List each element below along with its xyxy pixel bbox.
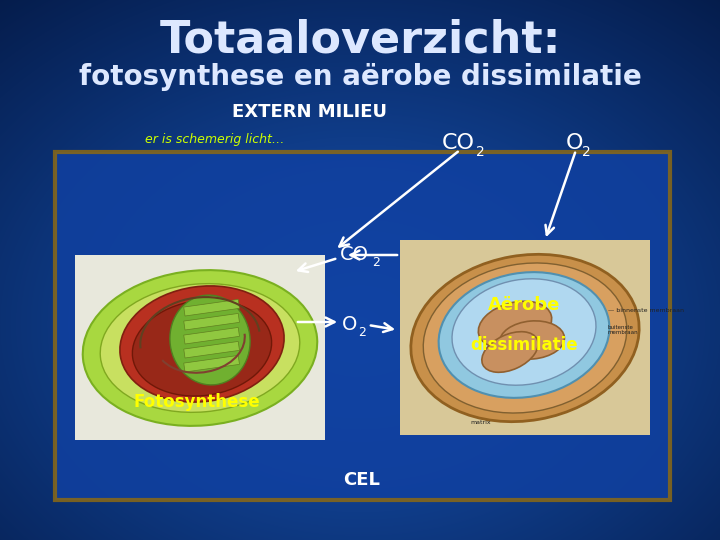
Text: — binnenste membraan: — binnenste membraan xyxy=(608,307,684,313)
Ellipse shape xyxy=(170,295,250,385)
Text: 2: 2 xyxy=(372,256,380,269)
Text: er is schemerig licht…: er is schemerig licht… xyxy=(145,133,284,146)
Text: buitenste
membraan: buitenste membraan xyxy=(608,325,639,335)
Ellipse shape xyxy=(83,270,318,426)
Text: CEL: CEL xyxy=(343,471,380,489)
Ellipse shape xyxy=(452,279,596,385)
Bar xyxy=(184,300,240,316)
Bar xyxy=(55,152,670,500)
Bar xyxy=(184,341,240,358)
Bar xyxy=(184,313,240,330)
Text: O: O xyxy=(342,315,357,334)
Text: 2: 2 xyxy=(358,327,366,340)
Text: fotosynthese en aërobe dissimilatie: fotosynthese en aërobe dissimilatie xyxy=(78,63,642,91)
Ellipse shape xyxy=(132,300,271,396)
Text: Totaaloverzicht:: Totaaloverzicht: xyxy=(159,18,561,62)
Text: O: O xyxy=(566,133,583,153)
Ellipse shape xyxy=(500,321,564,359)
Text: Fotosynthese: Fotosynthese xyxy=(134,393,261,411)
Bar xyxy=(184,327,240,344)
Bar xyxy=(184,355,240,372)
Ellipse shape xyxy=(100,284,300,413)
Text: CO: CO xyxy=(442,133,475,153)
Ellipse shape xyxy=(423,263,626,413)
Text: Aërobe: Aërobe xyxy=(488,296,560,314)
Text: CO: CO xyxy=(340,246,369,265)
Ellipse shape xyxy=(438,272,609,398)
Ellipse shape xyxy=(478,301,552,349)
Ellipse shape xyxy=(120,286,284,402)
Text: EXTERN MILIEU: EXTERN MILIEU xyxy=(233,103,387,121)
Ellipse shape xyxy=(482,332,538,372)
Bar xyxy=(75,255,325,440)
Ellipse shape xyxy=(411,254,639,422)
Text: 2: 2 xyxy=(476,145,485,159)
Text: dissimilatie: dissimilatie xyxy=(470,336,578,354)
Text: 2: 2 xyxy=(582,145,590,159)
Bar xyxy=(400,240,650,435)
Text: matrix: matrix xyxy=(470,420,490,424)
